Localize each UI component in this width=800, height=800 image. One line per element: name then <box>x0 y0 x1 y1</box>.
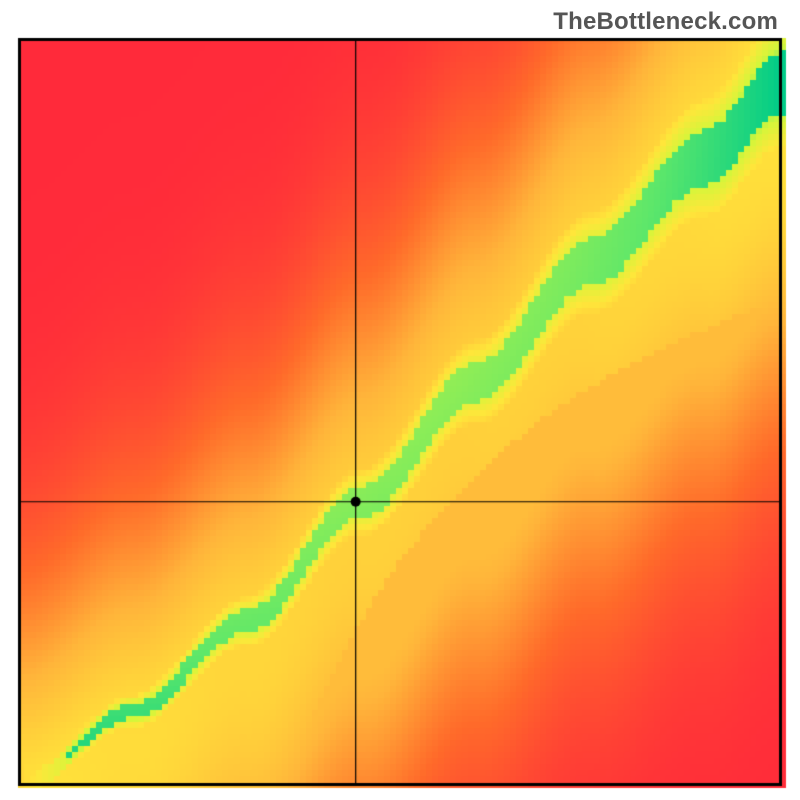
watermark-label: TheBottleneck.com <box>553 8 778 36</box>
bottleneck-heatmap <box>0 0 800 800</box>
chart-container: TheBottleneck.com <box>0 0 800 800</box>
